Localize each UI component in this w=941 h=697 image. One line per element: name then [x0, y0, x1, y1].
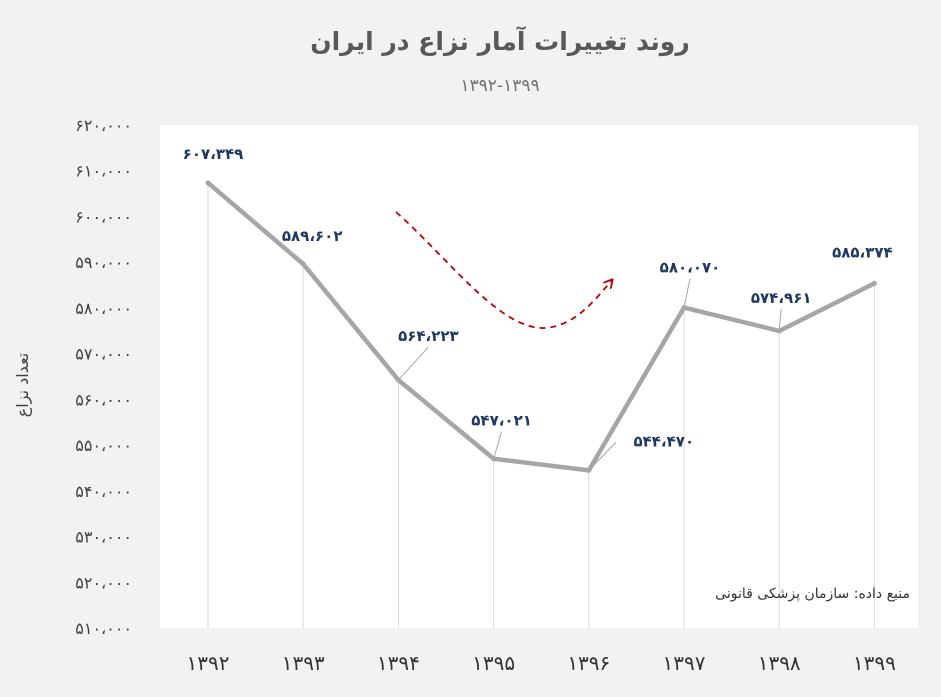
x-tick-label: ۱۳۹۶ [567, 651, 610, 675]
y-tick-label: ۵۲۰،۰۰۰ [75, 573, 132, 592]
data-label-leader [493, 431, 503, 459]
data-label-leader [778, 308, 782, 331]
data-point [205, 180, 211, 186]
drop-lines [207, 182, 875, 628]
series-line [205, 180, 877, 473]
y-tick-label: ۵۳۰،۰۰۰ [75, 528, 132, 547]
data-label: ۶۰۷،۳۴۹ [183, 145, 244, 163]
y-tick-label: ۶۲۰،۰۰۰ [75, 116, 132, 135]
y-axis-label: تعداد نزاع [13, 353, 33, 418]
data-label: ۵۸۹،۶۰۲ [282, 227, 343, 245]
data-label: ۵۷۴،۹۶۱ [751, 289, 812, 307]
data-label: ۵۶۴،۲۲۳ [398, 327, 459, 345]
y-tick-label: ۵۹۰،۰۰۰ [75, 253, 132, 272]
data-label: ۵۸۰،۰۷۰ [660, 259, 721, 277]
x-tick-label: ۱۳۹۸ [758, 651, 801, 675]
y-tick-label: ۶۱۰،۰۰۰ [75, 162, 132, 181]
data-label: ۵۸۵،۳۷۴ [832, 243, 893, 261]
data-point [871, 280, 877, 286]
data-labels: ۶۰۷،۳۴۹ ۵۸۹،۶۰۲ ۵۶۴،۲۲۳ ۵۴۷،۰۲۱ ۵۴۴،۴۷۰ ۵۸۰،۰… [183, 145, 893, 471]
x-tick-label: ۱۳۹۷ [663, 651, 706, 675]
x-tick-label: ۱۳۹۴ [377, 651, 420, 675]
y-tick-label: ۵۸۰،۰۰۰ [75, 299, 132, 318]
data-label-leader [398, 346, 429, 381]
data-label-leader [683, 278, 691, 308]
trend-arrow [395, 211, 612, 329]
y-tick-labels: ۶۲۰،۰۰۰ ۶۱۰،۰۰۰ ۶۰۰،۰۰۰ ۵۹۰،۰۰۰ ۵۸۰،۰۰۰ ۵۷۰،۰… [75, 116, 132, 638]
data-point [300, 261, 306, 267]
y-tick-label: ۵۱۰،۰۰۰ [75, 619, 132, 638]
y-tick-label: ۵۵۰،۰۰۰ [75, 436, 132, 455]
y-tick-label: ۵۶۰،۰۰۰ [75, 390, 132, 409]
plot-area [160, 125, 918, 628]
x-tick-label: ۱۳۹۲ [187, 651, 230, 675]
x-tick-label: ۱۳۹۳ [282, 651, 325, 675]
chart-title: روند تغییرات آمار نزاع در ایران [310, 26, 689, 57]
y-tick-label: ۵۴۰،۰۰۰ [75, 482, 132, 501]
data-label: ۵۴۴،۴۷۰ [633, 432, 694, 450]
data-label-leader [588, 442, 617, 471]
x-tick-label: ۱۳۹۹ [853, 651, 896, 675]
chart-subtitle: ۱۳۹۲-۱۳۹۹ [460, 76, 539, 96]
source-note: منبع داده: سازمان پزشکی قانونی [715, 586, 910, 602]
x-tick-labels: ۱۳۹۲ ۱۳۹۳ ۱۳۹۴ ۱۳۹۵ ۱۳۹۶ ۱۳۹۷ ۱۳۹۸ ۱۳۹۹ [187, 651, 896, 675]
data-label: ۵۴۷،۰۲۱ [471, 412, 532, 430]
y-tick-label: ۵۷۰،۰۰۰ [75, 345, 132, 364]
x-tick-label: ۱۳۹۵ [472, 651, 515, 675]
y-tick-label: ۶۰۰،۰۰۰ [75, 207, 132, 226]
